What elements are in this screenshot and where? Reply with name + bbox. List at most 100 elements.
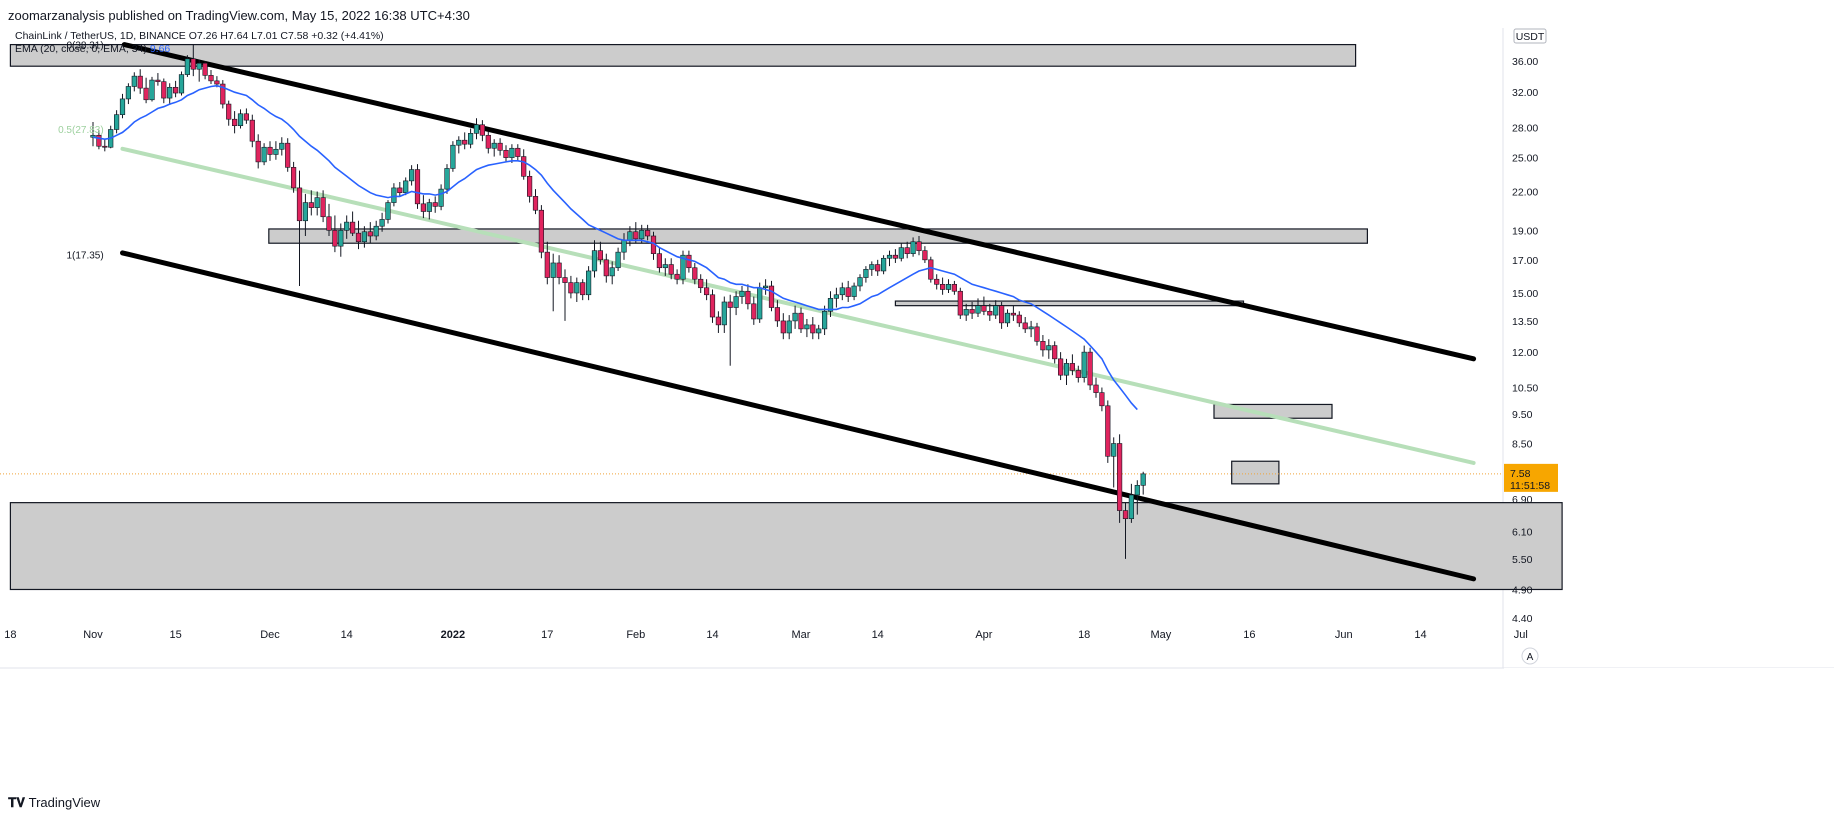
- candle: [762, 279, 769, 295]
- candle-body: [703, 287, 710, 296]
- candle: [373, 220, 379, 241]
- price-tick-label: 10.50: [1512, 383, 1538, 395]
- candle-body: [851, 285, 857, 297]
- candle: [615, 247, 621, 271]
- time-tick-label: 2022: [441, 629, 465, 641]
- candle-body: [880, 257, 887, 272]
- candle-body: [833, 294, 839, 299]
- candle-body: [668, 264, 674, 275]
- candle: [751, 296, 757, 325]
- time-tick-label: May: [1151, 629, 1172, 641]
- candle-body: [1069, 363, 1075, 371]
- candle-body: [810, 324, 816, 334]
- candle: [827, 291, 834, 318]
- candle-body: [568, 282, 574, 294]
- candle: [680, 250, 686, 285]
- candle-body: [137, 75, 143, 89]
- candle-body: [149, 79, 155, 101]
- candle-body: [214, 80, 220, 85]
- candle: [810, 317, 816, 340]
- time-tick-label: 18: [4, 629, 16, 641]
- candle: [1111, 437, 1117, 488]
- candle-body: [998, 305, 1005, 324]
- chart-svg[interactable]: 0(38.31) 0.5(27.83) 1(17.35) ChainLink / Te…: [0, 28, 1834, 788]
- candle: [161, 78, 167, 104]
- fib-label: 0.5(27.83): [58, 125, 104, 136]
- candle: [408, 165, 415, 186]
- candle-body: [532, 196, 539, 211]
- candle-body: [733, 296, 739, 308]
- candle-body: [963, 309, 969, 316]
- candle-body: [273, 148, 279, 155]
- candle-body: [934, 278, 940, 285]
- candle: [267, 141, 273, 161]
- candle-body: [456, 139, 462, 146]
- candle: [344, 215, 350, 239]
- candle: [491, 139, 497, 157]
- candle: [1140, 471, 1146, 495]
- candle: [497, 138, 503, 156]
- candle: [226, 100, 232, 126]
- candle: [438, 184, 444, 211]
- candle-body: [361, 231, 368, 243]
- candle-body: [585, 270, 592, 296]
- candle: [904, 241, 910, 259]
- candle: [1099, 387, 1105, 412]
- candle: [473, 118, 480, 140]
- candle: [302, 193, 309, 236]
- candle: [379, 212, 385, 232]
- chart-area[interactable]: 0(38.31) 0.5(27.83) 1(17.35) ChainLink / Te…: [0, 28, 1834, 788]
- candle-body: [473, 124, 480, 134]
- candle-body: [709, 294, 716, 318]
- candle: [780, 313, 786, 340]
- candle-body: [721, 301, 727, 326]
- candle: [698, 274, 704, 293]
- candle: [686, 250, 692, 273]
- candle: [391, 183, 397, 207]
- candle: [898, 243, 904, 262]
- candle-body: [562, 277, 568, 283]
- candle: [644, 224, 651, 241]
- candle: [432, 196, 438, 213]
- candle: [951, 280, 957, 295]
- candle: [998, 301, 1005, 329]
- candle-body: [680, 254, 686, 280]
- candle: [444, 164, 450, 194]
- candle-body: [1122, 510, 1129, 520]
- time-tick-label: 15: [169, 629, 181, 641]
- candle: [1075, 365, 1081, 383]
- candle: [585, 266, 592, 301]
- candle-body: [450, 144, 456, 169]
- candle-body: [816, 328, 822, 334]
- candle: [975, 298, 981, 318]
- price-tick-label: 6.10: [1512, 526, 1533, 538]
- candle: [580, 279, 586, 301]
- candle-body: [821, 310, 828, 330]
- candle: [285, 138, 291, 172]
- candle: [692, 262, 698, 285]
- fib-label: 1(17.35): [66, 250, 103, 261]
- tradingview-logo[interactable]: 𝐓𝐕 TradingView: [8, 795, 101, 810]
- candle-body: [249, 119, 255, 142]
- candle: [556, 255, 562, 285]
- candle-body: [662, 264, 668, 269]
- candle-body: [267, 146, 273, 155]
- candle: [521, 149, 527, 180]
- candle-body: [1058, 358, 1064, 376]
- candle-body: [922, 250, 928, 261]
- candle-body: [1128, 494, 1134, 520]
- candle: [709, 289, 716, 323]
- candle-body: [467, 133, 474, 145]
- candle-body: [597, 250, 603, 261]
- candle-body: [544, 251, 550, 278]
- candle-body: [114, 114, 120, 130]
- candle-body: [904, 247, 910, 254]
- candle: [703, 279, 710, 301]
- candle: [273, 141, 279, 160]
- candle: [721, 296, 727, 333]
- candle-body: [491, 142, 497, 149]
- publish-header: zoomarzanalysis published on TradingView…: [0, 0, 1834, 28]
- candle-body: [102, 145, 108, 148]
- candle: [934, 274, 940, 290]
- candle: [993, 300, 999, 319]
